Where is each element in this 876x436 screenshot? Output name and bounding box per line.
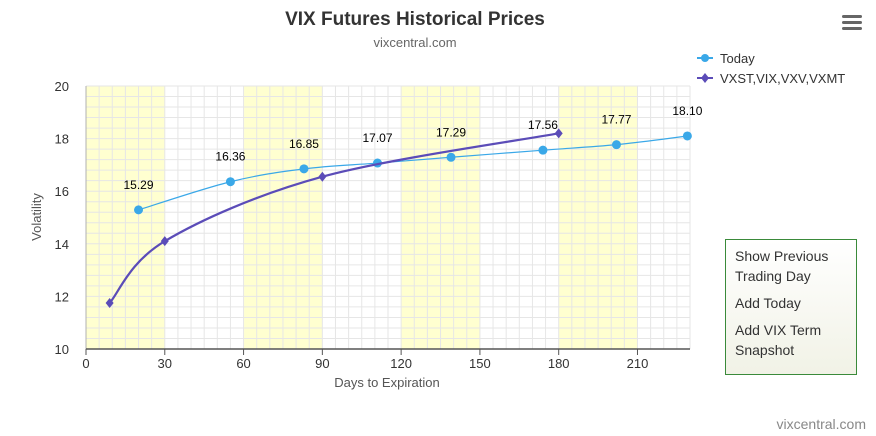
x-tick-label: 60 (236, 356, 250, 371)
x-tick-label: 150 (469, 356, 491, 371)
legend-marker (701, 73, 709, 83)
data-label: 18.10 (672, 104, 702, 118)
credit-text[interactable]: vixcentral.com (776, 416, 866, 432)
data-label: 17.07 (362, 131, 392, 145)
legend-label: VXST,VIX,VXV,VXMT (720, 71, 845, 86)
y-tick-label: 10 (55, 342, 69, 357)
series-vx-term (105, 128, 563, 308)
axes (85, 86, 690, 355)
data-point (611, 140, 621, 150)
hamburger-menu-icon[interactable] (840, 12, 864, 34)
y-tick-label: 18 (55, 132, 69, 147)
data-label: 17.77 (601, 113, 631, 127)
grid-lines (86, 85, 691, 349)
data-point (299, 164, 309, 174)
legend-label: Today (720, 51, 755, 66)
x-axis-label: Days to Expiration (334, 375, 440, 390)
data-label: 17.29 (436, 125, 466, 139)
chart-title: VIX Futures Historical Prices (285, 9, 545, 30)
y-tick-label: 12 (55, 289, 69, 304)
y-tick-label: 14 (55, 237, 69, 252)
x-tick-label: 30 (158, 356, 172, 371)
data-label: 17.56 (528, 118, 558, 132)
data-point (105, 297, 114, 308)
legend-item[interactable]: VXST,VIX,VXV,VXMT (697, 71, 845, 86)
tick-labels: 0 30 60 90 120 150 180 210 10 12 14 16 18 20 (55, 79, 649, 371)
x-tick-label: 120 (390, 356, 412, 371)
y-axis-label: Volatility (29, 193, 44, 241)
context-menu: Show Previous Trading Day Add Today Add … (725, 239, 857, 375)
data-point (682, 131, 692, 141)
data-label: 16.85 (289, 137, 319, 151)
data-label: 15.29 (124, 178, 154, 192)
legend-item[interactable]: Today (697, 51, 755, 66)
series-today: 15.29 16.36 16.85 17.07 17.29 17.56 17.77 18.10 (124, 104, 703, 215)
menu-item-add-vix-term[interactable]: Add VIX Term Snapshot (735, 322, 822, 358)
data-point (225, 177, 235, 187)
data-point (318, 171, 327, 182)
y-tick-label: 16 (55, 184, 69, 199)
plot-series: 15.29 16.36 16.85 17.07 17.29 17.56 17.77 18.10 (105, 104, 703, 308)
chart-subtitle: vixcentral.com (373, 35, 456, 50)
data-point (538, 145, 548, 155)
data-label: 16.36 (215, 150, 245, 164)
data-point (554, 128, 563, 139)
x-tick-label: 0 (82, 356, 89, 371)
x-tick-label: 90 (315, 356, 329, 371)
legend[interactable]: Today VXST,VIX,VXV,VXMT (697, 51, 845, 86)
data-point (160, 236, 169, 247)
legend-marker (701, 54, 709, 62)
data-point (134, 205, 144, 215)
data-point (446, 152, 456, 162)
series-line (108, 132, 559, 304)
y-tick-label: 20 (55, 79, 69, 94)
x-tick-label: 210 (627, 356, 649, 371)
x-tick-label: 180 (548, 356, 570, 371)
menu-item-show-previous[interactable]: Show Previous Trading Day (735, 248, 829, 284)
menu-item-add-today[interactable]: Add Today (735, 295, 801, 311)
